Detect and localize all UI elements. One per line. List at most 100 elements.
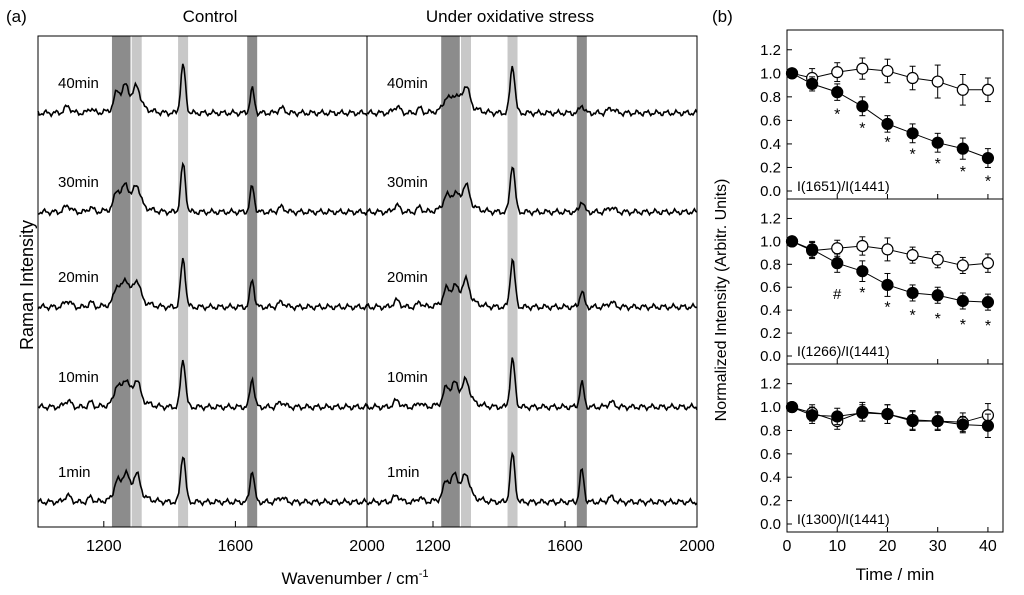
y-tick-label: 0.8 [760, 422, 781, 439]
y-tick-label: 0.8 [760, 89, 781, 106]
asterisk-marker: * [909, 308, 915, 325]
trace-label: 10min [387, 369, 428, 386]
filled-point [785, 235, 799, 248]
y-tick-label: 1.0 [760, 233, 781, 250]
y-tick-label: 0.8 [760, 256, 781, 273]
asterisk-marker: * [859, 120, 865, 137]
ratio-frame [786, 198, 1004, 365]
y-tick-label: 0.0 [760, 183, 781, 200]
filled-point [881, 117, 894, 131]
open-point [956, 83, 969, 96]
x-tick-label: 2000 [679, 538, 715, 555]
open-point [981, 257, 995, 270]
asterisk-marker: * [985, 173, 991, 190]
open-point [906, 249, 919, 262]
oxidative-title: Under oxidative stress [426, 7, 594, 26]
open-point [881, 64, 894, 78]
y-tick-label: 0.2 [760, 325, 781, 342]
ratio-frame [786, 363, 1004, 533]
asterisk-marker: * [935, 311, 941, 328]
wavenumber-xlabel-sup: -1 [419, 568, 429, 580]
y-tick-label: 0.6 [760, 112, 781, 129]
spectrum-trace [366, 357, 698, 412]
x-tick-label: 40 [979, 538, 997, 555]
filled-point [856, 406, 869, 420]
y-tick-label: 0.4 [760, 469, 781, 486]
filled-point [906, 127, 919, 140]
y-tick-label: 1.0 [760, 65, 781, 82]
asterisk-marker: * [985, 318, 991, 335]
highlight-band [507, 36, 518, 527]
filled-point [806, 77, 819, 91]
y-tick-label: 1.2 [760, 376, 781, 393]
spectrum-trace [366, 451, 698, 507]
filled-point [785, 400, 799, 414]
asterisk-marker: * [884, 135, 890, 152]
y-tick-label: 0.0 [760, 348, 781, 365]
filled-point [981, 296, 995, 309]
spectrum-trace [366, 166, 698, 217]
spectrum-trace [37, 63, 368, 118]
open-point [881, 243, 894, 256]
x-tick-label: 1600 [218, 538, 254, 555]
y-tick-label: 0.0 [760, 516, 781, 533]
spectra-frame [366, 35, 698, 528]
filled-point [881, 278, 894, 292]
time-xlabel: Time / min [856, 565, 935, 584]
y-tick-label: 0.2 [760, 159, 781, 176]
y-tick-label: 1.2 [760, 42, 781, 59]
wavenumber-xlabel: Wavenumber / cm-1 [281, 568, 428, 588]
open-point [956, 259, 969, 272]
filled-point [856, 100, 869, 113]
ratio-annotation: I(1651)/I(1441) [797, 178, 890, 194]
open-point [856, 239, 869, 253]
y-tick-label: 0.4 [760, 136, 781, 153]
filled-point [956, 142, 969, 155]
trace-label: 40min [58, 75, 99, 92]
spectrum-trace [37, 161, 368, 217]
open-point [831, 66, 844, 79]
asterisk-marker: * [935, 156, 941, 173]
asterisk-marker: * [960, 317, 966, 334]
highlight-band [449, 36, 460, 527]
x-tick-label: 30 [929, 538, 947, 555]
open-point [906, 71, 919, 85]
wavenumber-xlabel-main: Wavenumber / cm [281, 569, 418, 588]
ratio-frame [786, 29, 1004, 200]
asterisk-marker: * [960, 164, 966, 181]
filled-point [856, 265, 869, 278]
y-tick-label: 1.0 [760, 399, 781, 416]
highlight-band [441, 36, 452, 527]
spectrum-trace [366, 65, 698, 118]
trace-label: 20min [58, 269, 99, 286]
ratio-annotation: I(1300)/I(1441) [797, 511, 890, 527]
highlight-band [461, 36, 471, 527]
ratio-annotation: I(1266)/I(1441) [797, 343, 890, 359]
filled-point [956, 294, 969, 308]
filled-point [931, 136, 944, 149]
hash-marker: # [833, 286, 842, 303]
filled-point [931, 289, 944, 302]
filled-point [785, 67, 799, 80]
spectrum-trace [366, 257, 698, 312]
ratio-panel-1266: 0.0 0.2 0.4 0.6 0.8 1.0 1.2 # * * * * * * I(1266)/I(14… [760, 198, 1004, 365]
x-tick-label: 10 [828, 538, 846, 555]
filled-point [931, 415, 944, 428]
filled-point [906, 286, 919, 300]
panel-a-label: (a) [6, 7, 27, 26]
control-spectra-panel: 1200 1600 2000 40min 30min 20min 10min 1min [37, 35, 385, 555]
panel-b-label: (b) [712, 7, 733, 26]
control-title: Control [183, 7, 238, 26]
filled-point [981, 419, 995, 432]
filled-point [881, 407, 894, 421]
asterisk-marker: * [909, 146, 915, 163]
y-tick-label: 0.6 [760, 446, 781, 463]
open-point [931, 253, 944, 266]
trace-label: 10min [58, 369, 99, 386]
x-tick-label: 20 [879, 538, 897, 555]
x-tick-label: 1200 [86, 538, 122, 555]
asterisk-marker: * [859, 285, 865, 302]
open-point [931, 75, 944, 88]
open-point [981, 83, 995, 96]
filled-point [981, 151, 995, 165]
